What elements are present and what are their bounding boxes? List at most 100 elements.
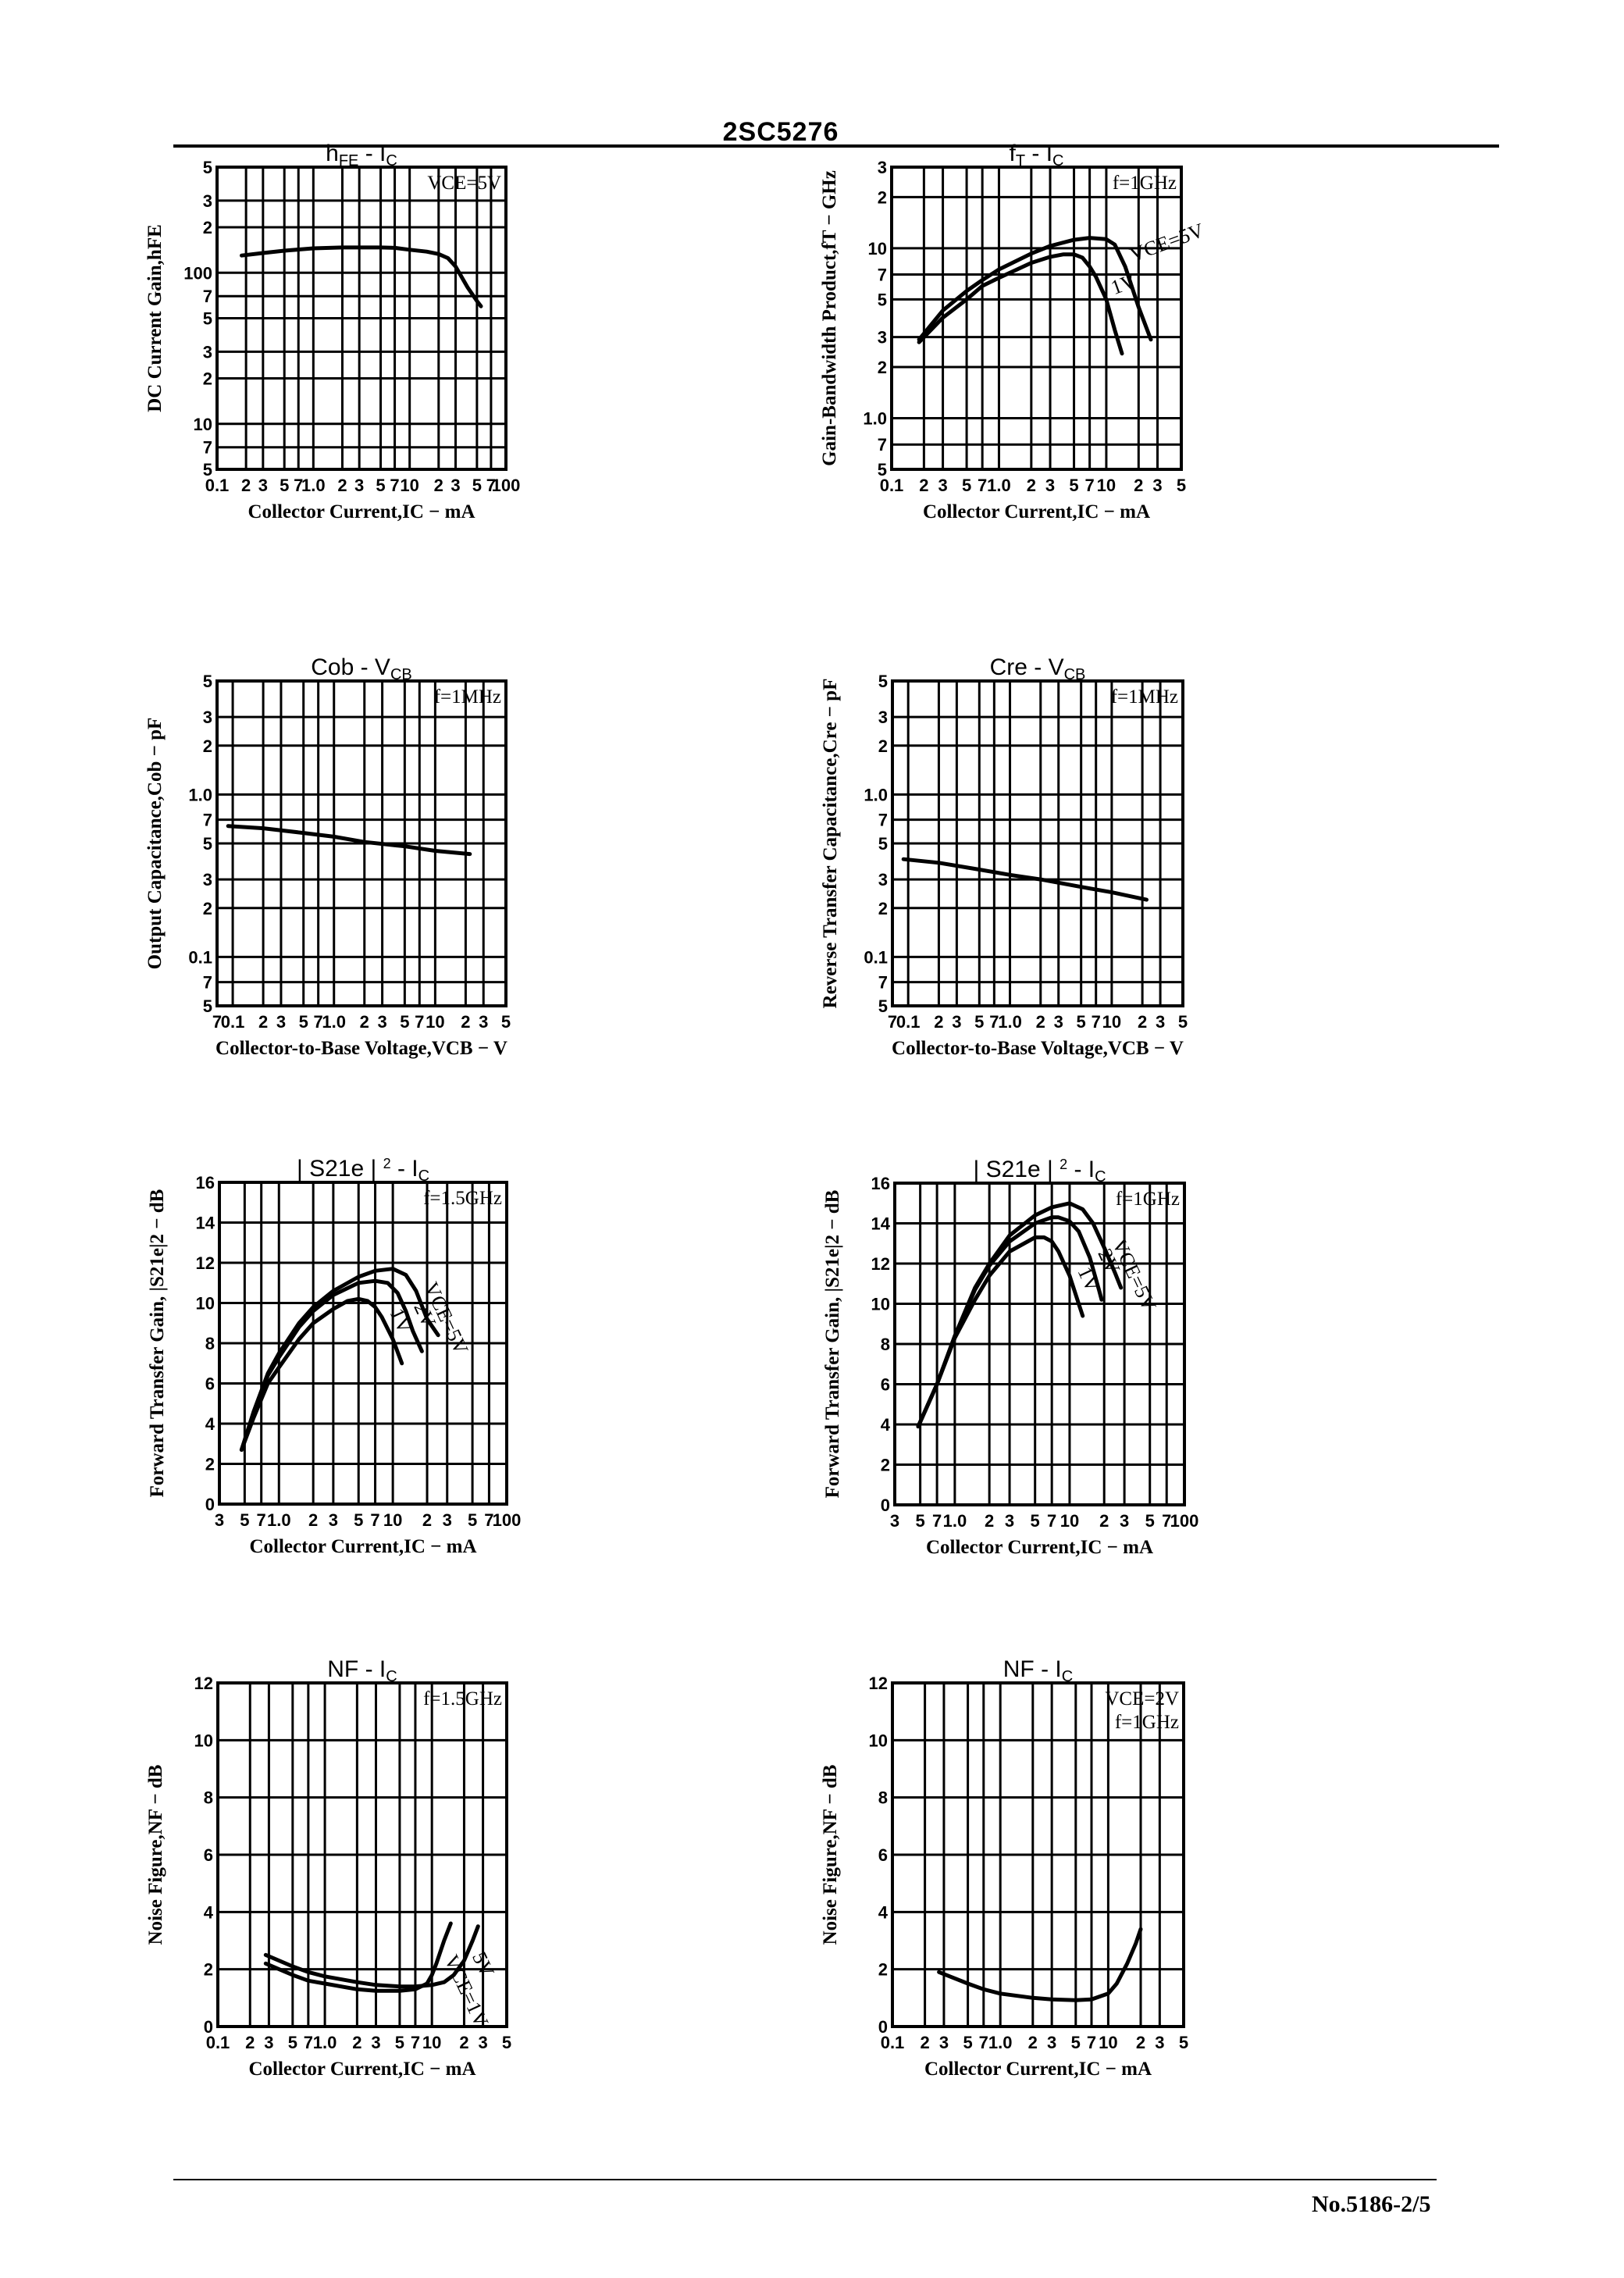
svg-text:7: 7 [1047, 1511, 1056, 1531]
plot-frame [215, 166, 508, 471]
svg-text:7: 7 [486, 476, 496, 495]
curve-vce-5v [917, 236, 1153, 342]
svg-text:5: 5 [1179, 2033, 1188, 2052]
x-axis-label: Collector Current,IC − mA [924, 2059, 1152, 2080]
curve-vce-1v [916, 1235, 1085, 1429]
grid [891, 1681, 1185, 2028]
svg-text:100: 100 [183, 263, 212, 283]
svg-text:0.1: 0.1 [206, 2033, 230, 2052]
svg-text:12: 12 [196, 1253, 215, 1273]
svg-text:0.1: 0.1 [896, 1012, 921, 1032]
y-tick-labels: 5 7 0.1 2 3 5 7 1.0 2 3 5 [188, 672, 212, 1016]
svg-text:1.0: 1.0 [943, 1511, 967, 1531]
svg-text:4: 4 [881, 1415, 891, 1435]
svg-text:5: 5 [1177, 476, 1186, 495]
svg-text:1.0: 1.0 [864, 785, 888, 804]
svg-text:10: 10 [1102, 1012, 1121, 1032]
curve-vce-5v [240, 245, 483, 308]
grid [891, 679, 1184, 1007]
svg-text:3: 3 [1047, 2033, 1056, 2052]
svg-text:10: 10 [1099, 2033, 1117, 2052]
x-tick-labels: 0.1 2 3 5 7 1.0 2 3 5 7 10 2 3 5 [206, 2033, 511, 2052]
condition-label: f=1MHz [434, 686, 501, 708]
svg-text:3: 3 [878, 328, 887, 348]
svg-text:5: 5 [878, 834, 888, 854]
svg-text:1.0: 1.0 [313, 2033, 337, 2052]
svg-text:1.0: 1.0 [322, 1012, 346, 1032]
svg-text:7: 7 [411, 2033, 420, 2052]
svg-text:7: 7 [878, 435, 887, 455]
svg-text:16: 16 [196, 1173, 215, 1192]
curve-vce-1v [263, 1921, 453, 1993]
chart-title: | S21e | 2 - IC [297, 1156, 429, 1185]
svg-text:100: 100 [493, 1510, 522, 1530]
svg-text:8: 8 [878, 1788, 888, 1808]
svg-text:7: 7 [304, 2033, 313, 2052]
svg-text:12: 12 [871, 1254, 890, 1274]
svg-text:3: 3 [203, 870, 212, 889]
svg-text:0.1: 0.1 [880, 476, 904, 495]
y-axis-label: Reverse Transfer Capacitance,Cre − pF [820, 679, 841, 1009]
x-tick-labels: 0.1 2 3 5 7 1.0 2 3 5 7 10 2 3 5 [880, 476, 1186, 495]
svg-text:2: 2 [245, 2033, 255, 2052]
svg-text:10: 10 [868, 239, 887, 258]
svg-text:3: 3 [1152, 476, 1162, 495]
x-tick-labels: 70.1 2 3 5 71.0 2 3 5 7 10 2 3 5 [212, 1012, 511, 1032]
chart-title: NF - IC [327, 1656, 397, 1685]
svg-text:2: 2 [422, 1510, 432, 1530]
svg-text:5: 5 [1077, 1012, 1086, 1032]
svg-text:2: 2 [360, 1012, 369, 1032]
svg-text:7: 7 [203, 973, 212, 993]
svg-text:7: 7 [978, 476, 987, 495]
svg-text:2: 2 [878, 358, 887, 377]
svg-text:5: 5 [203, 834, 212, 854]
svg-text:100: 100 [1170, 1511, 1199, 1531]
svg-text:3: 3 [203, 708, 212, 727]
condition-label: f=1.5GHz [423, 1188, 502, 1209]
svg-text:7: 7 [888, 1012, 897, 1032]
svg-text:2: 2 [459, 2033, 468, 2052]
svg-text:3: 3 [329, 1510, 338, 1530]
svg-text:3: 3 [203, 342, 212, 362]
svg-text:7: 7 [370, 1510, 379, 1530]
svg-text:5: 5 [878, 672, 888, 691]
condition-label: f=1MHz [1111, 686, 1178, 708]
x-axis-label: Collector Current,IC − mA [248, 2059, 475, 2080]
svg-text:3: 3 [878, 708, 888, 727]
y-tick-labels: 0 2 4 6 8 10 12 [869, 1674, 889, 2037]
plot-frame [893, 1182, 1186, 1506]
svg-text:2: 2 [1027, 476, 1036, 495]
document-number: No.5186-2/5 [1312, 2191, 1431, 2217]
curve-vce-1v [239, 1296, 404, 1452]
x-axis-label: Collector Current,IC − mA [926, 1537, 1153, 1558]
svg-text:7: 7 [979, 2033, 988, 2052]
svg-text:5: 5 [1071, 2033, 1081, 2052]
svg-text:10: 10 [194, 415, 212, 434]
svg-text:1.0: 1.0 [863, 408, 887, 428]
svg-text:2: 2 [1134, 476, 1143, 495]
y-axis-label: Forward Transfer Gain, |S21e|2 − dB [822, 1190, 843, 1499]
svg-text:3: 3 [203, 191, 212, 211]
x-tick-labels: 0.1 2 3 5 7 1.0 2 3 5 7 10 2 3 5 [881, 2033, 1188, 2052]
svg-text:16: 16 [871, 1174, 890, 1193]
curve-vce-2v [239, 1278, 424, 1452]
svg-text:7: 7 [878, 973, 888, 993]
part-number-heading: 2SC5276 [722, 117, 839, 147]
svg-text:5: 5 [203, 309, 212, 329]
svg-text:5: 5 [354, 1510, 363, 1530]
svg-text:5: 5 [240, 1510, 249, 1530]
svg-text:5: 5 [974, 1012, 984, 1032]
y-axis-label: DC Current Gain,hFE [144, 224, 166, 412]
y-axis-label: Noise Figure,NF − dB [145, 1765, 166, 1945]
plot-frame [215, 679, 508, 1007]
svg-text:5: 5 [962, 476, 971, 495]
svg-text:3: 3 [938, 476, 947, 495]
svg-text:2: 2 [461, 1012, 470, 1032]
y-tick-labels: 0 2 4 6 8 10 12 [194, 1674, 214, 2037]
plot-frame [218, 1181, 508, 1506]
